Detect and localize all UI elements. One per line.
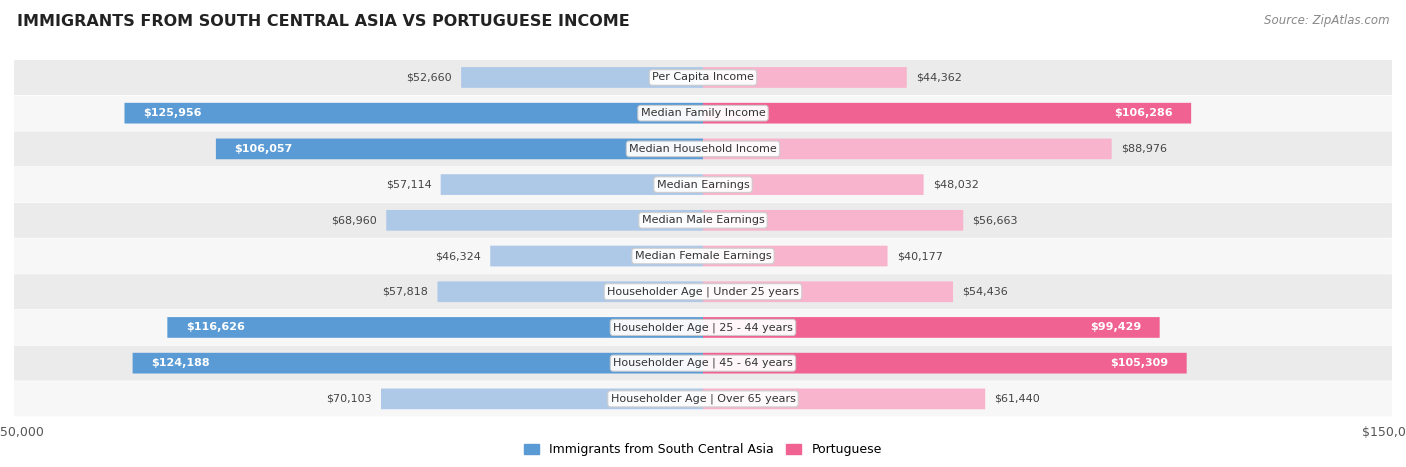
FancyBboxPatch shape <box>381 389 703 409</box>
Text: $68,960: $68,960 <box>332 215 377 225</box>
Text: Householder Age | Under 25 years: Householder Age | Under 25 years <box>607 286 799 297</box>
Text: Householder Age | 45 - 64 years: Householder Age | 45 - 64 years <box>613 358 793 368</box>
Text: $124,188: $124,188 <box>150 358 209 368</box>
Text: Source: ZipAtlas.com: Source: ZipAtlas.com <box>1264 14 1389 27</box>
Text: $106,057: $106,057 <box>235 144 292 154</box>
FancyBboxPatch shape <box>703 389 986 409</box>
FancyBboxPatch shape <box>132 353 703 374</box>
Text: $46,324: $46,324 <box>436 251 481 261</box>
Text: Householder Age | 25 - 44 years: Householder Age | 25 - 44 years <box>613 322 793 333</box>
Text: Median Female Earnings: Median Female Earnings <box>634 251 772 261</box>
FancyBboxPatch shape <box>125 103 703 124</box>
FancyBboxPatch shape <box>703 353 1187 374</box>
FancyBboxPatch shape <box>14 239 1392 274</box>
Text: $116,626: $116,626 <box>186 322 245 333</box>
FancyBboxPatch shape <box>14 382 1392 417</box>
FancyBboxPatch shape <box>14 167 1392 202</box>
FancyBboxPatch shape <box>703 246 887 266</box>
FancyBboxPatch shape <box>703 174 924 195</box>
Text: Median Household Income: Median Household Income <box>628 144 778 154</box>
FancyBboxPatch shape <box>167 317 703 338</box>
FancyBboxPatch shape <box>14 310 1392 345</box>
Text: $88,976: $88,976 <box>1121 144 1167 154</box>
Text: $57,114: $57,114 <box>385 180 432 190</box>
FancyBboxPatch shape <box>703 210 963 231</box>
Text: Median Male Earnings: Median Male Earnings <box>641 215 765 225</box>
FancyBboxPatch shape <box>703 103 1191 124</box>
FancyBboxPatch shape <box>14 346 1392 381</box>
Text: Median Family Income: Median Family Income <box>641 108 765 118</box>
Text: $54,436: $54,436 <box>962 287 1008 297</box>
FancyBboxPatch shape <box>14 60 1392 95</box>
Text: IMMIGRANTS FROM SOUTH CENTRAL ASIA VS PORTUGUESE INCOME: IMMIGRANTS FROM SOUTH CENTRAL ASIA VS PO… <box>17 14 630 29</box>
FancyBboxPatch shape <box>491 246 703 266</box>
FancyBboxPatch shape <box>437 282 703 302</box>
Text: $56,663: $56,663 <box>973 215 1018 225</box>
Text: $52,660: $52,660 <box>406 72 451 83</box>
Text: $125,956: $125,956 <box>143 108 201 118</box>
Text: $61,440: $61,440 <box>994 394 1040 404</box>
FancyBboxPatch shape <box>703 317 1160 338</box>
Text: $44,362: $44,362 <box>915 72 962 83</box>
Text: $70,103: $70,103 <box>326 394 371 404</box>
FancyBboxPatch shape <box>217 139 703 159</box>
Text: Per Capita Income: Per Capita Income <box>652 72 754 83</box>
FancyBboxPatch shape <box>703 67 907 88</box>
Text: Householder Age | Over 65 years: Householder Age | Over 65 years <box>610 394 796 404</box>
FancyBboxPatch shape <box>703 282 953 302</box>
FancyBboxPatch shape <box>14 131 1392 166</box>
Text: Median Earnings: Median Earnings <box>657 180 749 190</box>
FancyBboxPatch shape <box>14 96 1392 131</box>
FancyBboxPatch shape <box>440 174 703 195</box>
Legend: Immigrants from South Central Asia, Portuguese: Immigrants from South Central Asia, Port… <box>519 439 887 461</box>
Text: $48,032: $48,032 <box>932 180 979 190</box>
FancyBboxPatch shape <box>14 203 1392 238</box>
Text: $106,286: $106,286 <box>1114 108 1173 118</box>
FancyBboxPatch shape <box>703 139 1112 159</box>
FancyBboxPatch shape <box>461 67 703 88</box>
Text: $40,177: $40,177 <box>897 251 942 261</box>
Text: $99,429: $99,429 <box>1090 322 1142 333</box>
Text: $105,309: $105,309 <box>1111 358 1168 368</box>
FancyBboxPatch shape <box>14 274 1392 309</box>
Text: $57,818: $57,818 <box>382 287 429 297</box>
FancyBboxPatch shape <box>387 210 703 231</box>
